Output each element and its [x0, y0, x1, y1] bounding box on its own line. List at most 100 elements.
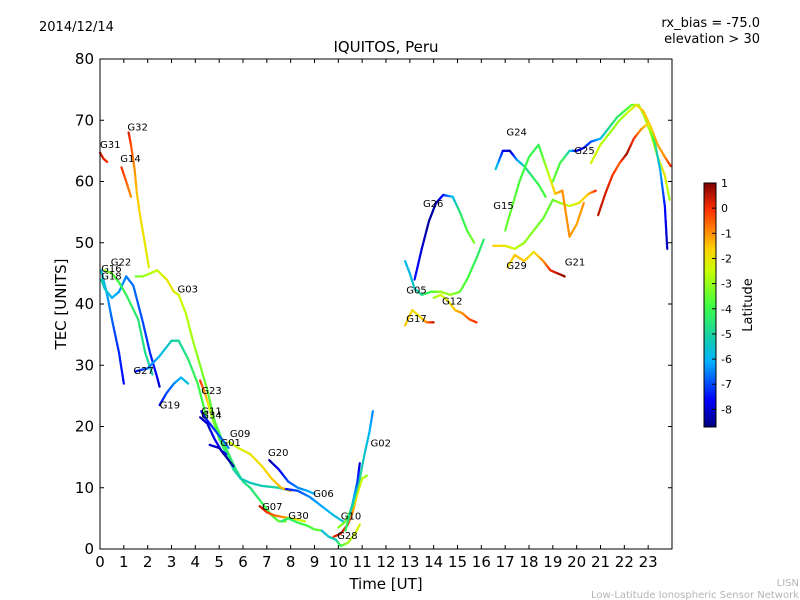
satellite-label: G21 — [565, 257, 585, 268]
trace-segment — [340, 519, 345, 523]
satellite-label: G03 — [177, 284, 197, 295]
x-tick-label: 11 — [353, 553, 372, 571]
satellite-label: G16 — [101, 264, 121, 275]
satellite-label: G09 — [230, 429, 250, 440]
satellite-label: G14 — [120, 154, 140, 165]
x-tick-label: 0 — [95, 553, 105, 571]
series-G22 — [103, 269, 154, 376]
satellite-label: G27 — [133, 366, 153, 377]
x-tick-label: 9 — [310, 553, 320, 571]
colorbar-tick-label: -8 — [721, 403, 732, 416]
series-G03 — [134, 269, 287, 523]
credit-network: Low-Latitude Ionospheric Sensor Network — [591, 590, 799, 600]
colorbar-ticks: 1 0 -1 -2 -3 -4 -5 -6 -7 -8 — [712, 177, 732, 416]
satellite-label: G25 — [574, 146, 594, 157]
x-tick-label: 7 — [262, 553, 272, 571]
series-G15 — [492, 189, 597, 250]
series-G19 — [158, 376, 190, 407]
colorbar-tick-label: -3 — [721, 278, 732, 291]
series-G05 — [403, 238, 485, 296]
series-G11 — [200, 410, 230, 450]
satellite-label: G12 — [442, 297, 462, 308]
series-G16 — [100, 275, 161, 388]
series-G10 — [332, 474, 369, 538]
series-G31 — [98, 151, 109, 163]
trace-segment — [358, 523, 361, 527]
satellite-label: G11 — [201, 406, 221, 417]
trace-segment — [122, 378, 125, 385]
satellite-label: G34 — [201, 411, 221, 422]
y-tick-label: 80 — [75, 50, 94, 68]
colorbar-tick-label: -1 — [721, 227, 732, 240]
colorbar-tick-label: -4 — [721, 303, 732, 316]
x-tick-label: 20 — [567, 553, 586, 571]
y-tick-label: 10 — [75, 479, 94, 497]
elevation-label: elevation > 30 — [664, 32, 760, 47]
chart-title: IQUITOS, Peru — [333, 38, 438, 56]
satellite-label: G23 — [201, 386, 221, 397]
satellite-label: G10 — [341, 512, 361, 523]
series-G20 — [268, 459, 316, 495]
series-G23 — [199, 379, 292, 492]
y-tick-label: 50 — [75, 234, 94, 252]
plot-frame — [99, 58, 673, 550]
series-G27 — [134, 339, 211, 431]
satellite-label: G30 — [288, 511, 308, 522]
x-tick-label: 15 — [448, 553, 467, 571]
x-tick-label: 1 — [119, 553, 129, 571]
series-G24 — [494, 149, 547, 198]
x-tick-label: 22 — [615, 553, 634, 571]
y-tick-label: 30 — [75, 356, 94, 374]
series-G12 — [432, 293, 478, 324]
satellite-label: G22 — [111, 257, 131, 268]
satellite-label: G19 — [160, 401, 180, 412]
satellite-label: G31 — [100, 140, 120, 151]
series-G-late-2 — [597, 122, 669, 250]
series-G06 — [284, 487, 345, 523]
y-tick-label: 0 — [84, 540, 94, 558]
x-tick-label: 13 — [400, 553, 419, 571]
series-G26 — [413, 193, 476, 281]
satellite-label: G29 — [506, 261, 526, 272]
credit-lisn: LISN — [777, 578, 799, 589]
trace-segment — [481, 238, 485, 244]
series-G30 — [280, 517, 323, 532]
x-tick-label: 2 — [143, 553, 153, 571]
x-tick-label: 12 — [376, 553, 395, 571]
y-axis-label: TEC [UNITS] — [52, 259, 70, 351]
axes: 0 1 2 3 4 5 6 7 8 9 10 11 12 13 14 15 16 17 18 19 20 21 22 2301… — [75, 50, 673, 571]
series-G21 — [504, 143, 585, 238]
series-G29 — [506, 250, 566, 278]
x-tick-label: 6 — [238, 553, 248, 571]
colorbar-tick-label: -5 — [721, 328, 732, 341]
series-G01 — [208, 443, 235, 468]
satellite-label: G26 — [423, 199, 443, 210]
x-tick-label: 21 — [591, 553, 610, 571]
x-tick-label: 23 — [639, 553, 658, 571]
trace-segment — [667, 195, 671, 201]
x-tick-label: 17 — [496, 553, 515, 571]
x-tick-label: 10 — [329, 553, 348, 571]
colorbar-tick-label: -6 — [721, 353, 732, 366]
series-G28 — [320, 523, 361, 548]
x-tick-label: 16 — [472, 553, 491, 571]
satellite-label: G20 — [268, 448, 288, 459]
x-tick-label: 8 — [286, 553, 296, 571]
satellite-label: G24 — [506, 128, 526, 139]
colorbar-label: Latitude — [741, 278, 756, 332]
satellite-label: G15 — [493, 201, 513, 212]
chart-date: 2014/12/14 — [39, 20, 114, 35]
x-tick-label: 14 — [424, 553, 443, 571]
series-G32 — [127, 131, 150, 269]
x-tick-label: 5 — [214, 553, 224, 571]
rx-bias-label: rx_bias = -75.0 — [661, 16, 760, 31]
series-G02 — [337, 410, 374, 529]
trace-segment — [129, 193, 133, 198]
y-tick-label: 20 — [75, 418, 94, 436]
trace-segment — [226, 445, 230, 450]
satellite-label: G01 — [220, 438, 240, 449]
plot-area: G31G32G14G16G18G22G03G27G19G23G11G34G01G… — [98, 103, 672, 548]
series-G14 — [120, 166, 133, 198]
y-tick-label: 40 — [75, 295, 94, 313]
